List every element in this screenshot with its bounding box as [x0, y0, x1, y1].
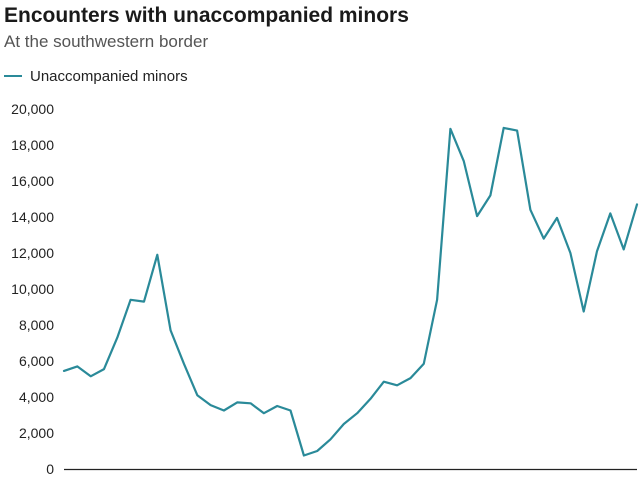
legend: Unaccompanied minors [4, 66, 188, 86]
y-tick-label: 16,000 [11, 173, 54, 189]
y-tick-label: 8,000 [19, 317, 54, 333]
y-tick-label: 0 [46, 461, 54, 477]
y-tick-label: 18,000 [11, 137, 54, 153]
y-tick-label: 20,000 [11, 101, 54, 117]
y-tick-label: 4,000 [19, 389, 54, 405]
y-tick-label: 10,000 [11, 281, 54, 297]
y-axis-ticks: 0 2,000 4,000 6,000 8,000 10,000 12,000 14,000 1… [11, 101, 54, 477]
y-tick-label: 6,000 [19, 353, 54, 369]
legend-label: Unaccompanied minors [30, 67, 188, 85]
y-tick-label: 2,000 [19, 425, 54, 441]
y-tick-label: 14,000 [11, 209, 54, 225]
series-line-unaccompanied-minors [62, 126, 639, 457]
y-tick-label: 12,000 [11, 245, 54, 261]
chart-title: Encounters with unaccompanied minors [4, 4, 409, 27]
chart-subtitle: At the southwestern border [4, 32, 209, 51]
legend-swatch [4, 75, 22, 77]
